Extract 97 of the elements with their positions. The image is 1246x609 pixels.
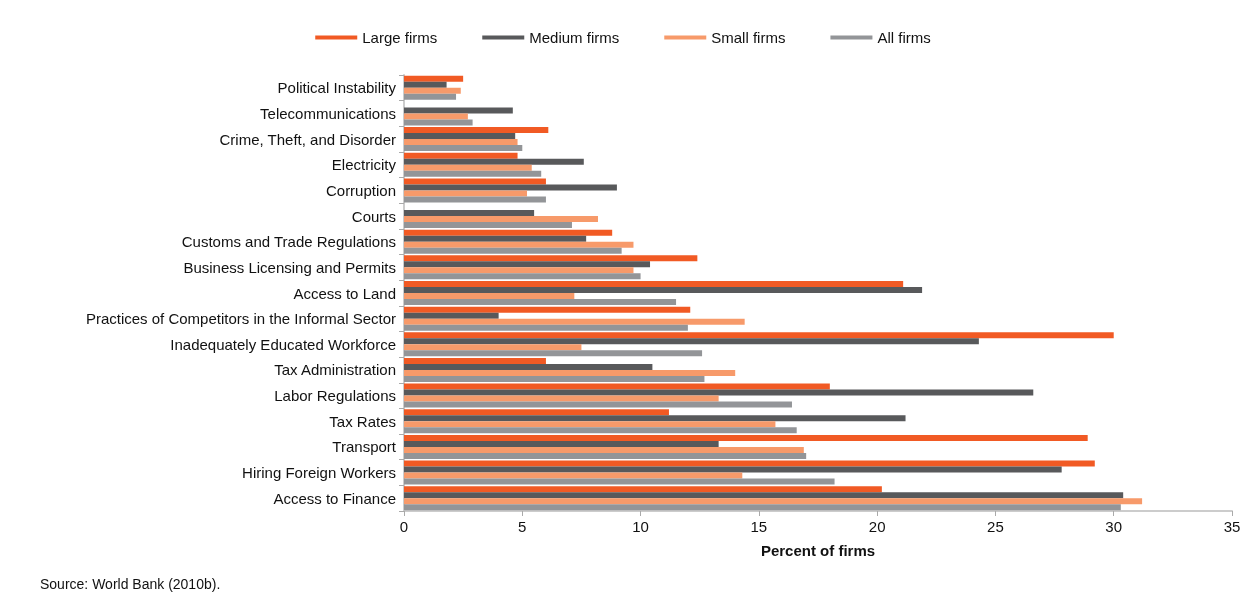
bar: [404, 152, 518, 159]
bar: [404, 452, 807, 459]
bar: [404, 164, 532, 171]
bar: [404, 369, 736, 376]
bar: [404, 363, 653, 370]
bar: [404, 434, 1088, 441]
bar: [404, 440, 719, 447]
y-tick-label: Labor Regulations: [274, 387, 396, 405]
x-tick-label: 20: [868, 518, 886, 535]
bar: [404, 196, 546, 203]
bar: [404, 273, 641, 280]
y-tick-label: Customs and Trade Regulations: [181, 233, 396, 251]
bar: [404, 235, 587, 242]
bar: [404, 119, 473, 126]
bar: [404, 389, 1034, 396]
y-tick-label: Crime, Theft, and Disorder: [219, 130, 396, 148]
bar: [404, 306, 691, 313]
bar: [404, 401, 792, 408]
bar: [404, 498, 1143, 505]
legend-label: Small firms: [711, 29, 786, 46]
bar: [404, 281, 904, 287]
bar: [404, 127, 549, 134]
bar: [404, 375, 705, 382]
y-tick-label: Business Licensing and Permits: [183, 258, 396, 276]
bar: [404, 222, 572, 229]
bar: [404, 247, 622, 254]
y-tick-label: Tax Administration: [274, 361, 396, 379]
x-axis-title: Percent of firms: [760, 542, 876, 559]
bar: [404, 318, 745, 325]
y-tick-label: Transport: [332, 438, 397, 456]
y-tick-label: Access to Land: [293, 284, 396, 302]
bar: [404, 210, 535, 217]
bar: [404, 299, 677, 305]
bar: [404, 344, 582, 351]
bar: [404, 241, 634, 248]
bar: [404, 409, 669, 416]
bar: [404, 492, 1124, 499]
bar: [404, 229, 613, 236]
bar: [404, 415, 906, 422]
y-tick-label: Inadequately Educated Workforce: [170, 335, 396, 353]
x-tick-label: 10: [632, 518, 649, 535]
bar: [404, 460, 1095, 467]
y-tick-label: Access to Finance: [273, 489, 396, 507]
legend-label: All firms: [877, 29, 931, 46]
bar: [404, 133, 516, 140]
bar: [404, 190, 528, 197]
bar: [404, 170, 542, 177]
bar: [404, 486, 882, 493]
source-note: Source: World Bank (2010b).: [40, 576, 221, 592]
bar: [404, 427, 797, 434]
bar: [404, 107, 513, 114]
bar: [404, 81, 447, 88]
bar: [404, 338, 979, 345]
y-tick-label: Tax Rates: [329, 412, 396, 430]
bar: [404, 113, 468, 120]
legend-label: Medium firms: [529, 29, 620, 46]
bar: [404, 350, 703, 357]
bar: [404, 158, 584, 165]
y-tick-label: Electricity: [331, 156, 397, 174]
bar: [404, 472, 743, 479]
y-tick-label: Corruption: [325, 181, 396, 199]
bar: [404, 293, 575, 299]
bar: [404, 287, 923, 293]
y-tick-label: Telecommunications: [260, 104, 396, 122]
bar: [404, 421, 776, 428]
y-tick-label: Political Instability: [277, 79, 397, 97]
bar: [404, 478, 835, 485]
x-tick-label: 35: [1223, 518, 1241, 535]
bar: [404, 216, 598, 223]
bar: [404, 145, 523, 152]
bar: [404, 87, 461, 94]
x-tick-label: 15: [750, 518, 768, 535]
bar: [404, 312, 499, 319]
y-tick-label: Courts: [351, 207, 396, 225]
y-tick-label: Practices of Competitors in the Informal Sector: [85, 310, 396, 328]
bar: [404, 255, 698, 262]
bar: [404, 75, 464, 82]
legend-label: Large firms: [362, 29, 438, 46]
x-tick-label: 0: [399, 518, 409, 535]
bar: [404, 261, 651, 268]
bar: [404, 357, 546, 364]
bar: [404, 267, 634, 274]
bar: [404, 178, 546, 185]
x-tick-label: 25: [987, 518, 1004, 535]
bar: [404, 466, 1062, 473]
bar: [404, 332, 1114, 339]
bar: [404, 446, 804, 453]
bar: [404, 139, 518, 146]
bar: [404, 383, 830, 390]
x-tick-label: 30: [1105, 518, 1123, 535]
bar: [404, 395, 719, 402]
bar: [404, 504, 1121, 511]
bar: [404, 184, 617, 191]
x-tick-label: 5: [518, 518, 527, 535]
bar: [404, 324, 688, 331]
bar: [404, 93, 457, 100]
y-tick-label: Hiring Foreign Workers: [242, 464, 396, 482]
